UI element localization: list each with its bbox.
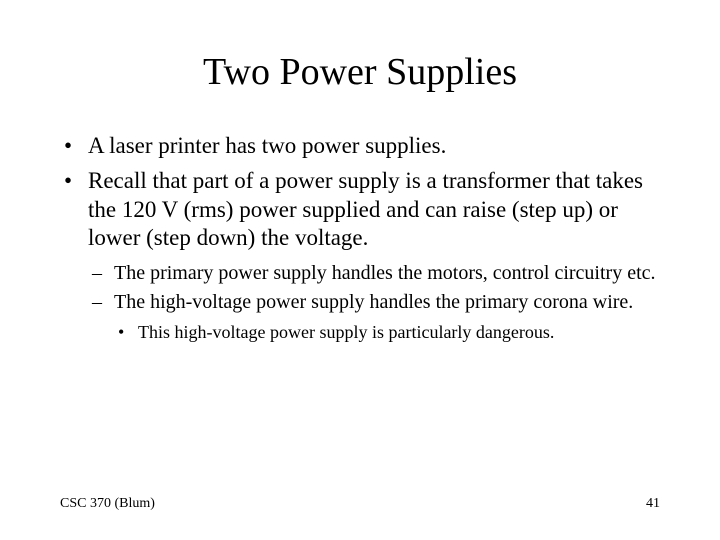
subsub-bullet-list: This high-voltage power supply is partic… bbox=[114, 321, 660, 344]
sub-bullet-text: The primary power supply handles the mot… bbox=[114, 262, 656, 284]
bullet-text: A laser printer has two power supplies. bbox=[88, 133, 446, 158]
sub-bullet-item: The primary power supply handles the mot… bbox=[88, 261, 660, 286]
subsub-bullet-text: This high-voltage power supply is partic… bbox=[138, 322, 554, 342]
sub-bullet-item: The high-voltage power supply handles th… bbox=[88, 290, 660, 344]
slide: Two Power Supplies A laser printer has t… bbox=[0, 0, 720, 540]
slide-footer: CSC 370 (Blum) 41 bbox=[60, 496, 660, 512]
sub-bullet-list: The primary power supply handles the mot… bbox=[88, 261, 660, 344]
bullet-list: A laser printer has two power supplies. … bbox=[60, 132, 660, 344]
footer-page-number: 41 bbox=[646, 496, 660, 512]
slide-title: Two Power Supplies bbox=[60, 50, 660, 94]
sub-bullet-text: The high-voltage power supply handles th… bbox=[114, 291, 633, 313]
bullet-item: Recall that part of a power supply is a … bbox=[60, 167, 660, 344]
footer-left: CSC 370 (Blum) bbox=[60, 496, 155, 512]
subsub-bullet-item: This high-voltage power supply is partic… bbox=[114, 321, 660, 344]
bullet-item: A laser printer has two power supplies. bbox=[60, 132, 660, 161]
bullet-text: Recall that part of a power supply is a … bbox=[88, 168, 643, 251]
